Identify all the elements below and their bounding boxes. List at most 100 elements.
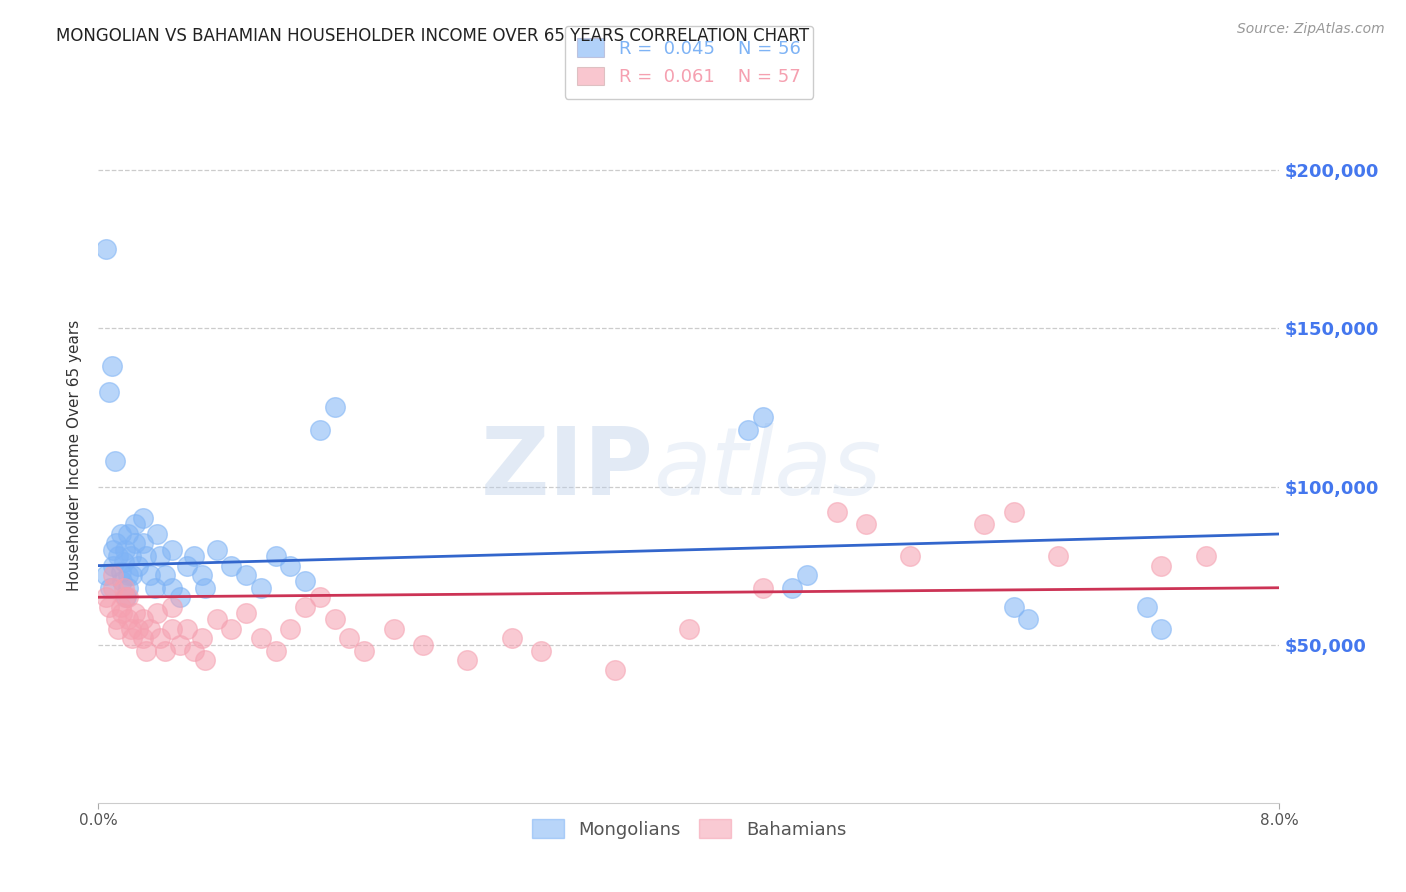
Point bbox=[294, 574, 316, 589]
Point bbox=[855, 517, 877, 532]
Point bbox=[149, 549, 172, 563]
Point bbox=[97, 384, 120, 399]
Text: MONGOLIAN VS BAHAMIAN HOUSEHOLDER INCOME OVER 65 YEARS CORRELATION CHART: MONGOLIAN VS BAHAMIAN HOUSEHOLDER INCOME… bbox=[56, 27, 810, 45]
Point bbox=[250, 581, 273, 595]
Point bbox=[146, 527, 169, 541]
Point bbox=[98, 581, 121, 595]
Point bbox=[309, 591, 332, 605]
Point bbox=[94, 591, 117, 605]
Point bbox=[120, 622, 142, 636]
Point bbox=[309, 423, 332, 437]
Point bbox=[132, 632, 155, 646]
Point bbox=[280, 558, 302, 573]
Point bbox=[114, 591, 136, 605]
Point bbox=[191, 568, 214, 582]
Point bbox=[94, 568, 117, 582]
Point bbox=[205, 542, 228, 557]
Point bbox=[127, 622, 149, 636]
Point bbox=[94, 243, 117, 257]
Point bbox=[382, 622, 405, 636]
Point bbox=[153, 568, 176, 582]
Point bbox=[1136, 599, 1159, 614]
Point bbox=[104, 454, 127, 468]
Point bbox=[176, 622, 198, 636]
Point bbox=[782, 581, 804, 595]
Point bbox=[124, 517, 146, 532]
Point bbox=[111, 606, 134, 620]
Point bbox=[117, 568, 139, 582]
Point bbox=[183, 549, 205, 563]
Point bbox=[112, 581, 135, 595]
Point bbox=[1002, 599, 1025, 614]
Point bbox=[339, 632, 361, 646]
Point bbox=[105, 536, 128, 550]
Point bbox=[143, 581, 166, 595]
Point bbox=[132, 612, 155, 626]
Point bbox=[124, 536, 146, 550]
Point bbox=[678, 622, 700, 636]
Point bbox=[149, 632, 172, 646]
Text: ZIP: ZIP bbox=[481, 423, 654, 515]
Point bbox=[110, 527, 132, 541]
Point bbox=[1046, 549, 1070, 563]
Point bbox=[135, 644, 157, 658]
Point bbox=[412, 638, 434, 652]
Point bbox=[124, 606, 146, 620]
Point bbox=[162, 622, 183, 636]
Point bbox=[530, 644, 553, 658]
Point bbox=[183, 644, 205, 658]
Point bbox=[221, 622, 243, 636]
Point bbox=[146, 606, 169, 620]
Point bbox=[112, 556, 135, 570]
Point bbox=[135, 549, 157, 563]
Point bbox=[121, 632, 143, 646]
Y-axis label: Householder Income Over 65 years: Householder Income Over 65 years bbox=[67, 319, 83, 591]
Point bbox=[752, 581, 775, 595]
Point bbox=[194, 653, 217, 667]
Point bbox=[114, 542, 136, 557]
Point bbox=[1018, 612, 1040, 626]
Point bbox=[139, 568, 162, 582]
Point bbox=[120, 549, 142, 563]
Point bbox=[162, 599, 183, 614]
Point bbox=[153, 644, 176, 658]
Point bbox=[737, 423, 759, 437]
Point bbox=[205, 612, 228, 626]
Point bbox=[825, 505, 848, 519]
Point bbox=[221, 558, 243, 573]
Point bbox=[107, 549, 129, 563]
Point bbox=[169, 591, 191, 605]
Point bbox=[1195, 549, 1218, 563]
Point bbox=[501, 632, 523, 646]
Point bbox=[264, 644, 287, 658]
Point bbox=[900, 549, 922, 563]
Point bbox=[796, 568, 818, 582]
Point bbox=[162, 542, 183, 557]
Point bbox=[191, 632, 214, 646]
Point bbox=[1002, 505, 1025, 519]
Point bbox=[100, 359, 122, 374]
Point bbox=[353, 644, 375, 658]
Point bbox=[115, 591, 138, 605]
Point bbox=[250, 632, 273, 646]
Text: Source: ZipAtlas.com: Source: ZipAtlas.com bbox=[1237, 22, 1385, 37]
Point bbox=[121, 568, 143, 582]
Point bbox=[132, 536, 155, 550]
Point bbox=[103, 558, 125, 573]
Point bbox=[111, 574, 134, 589]
Point bbox=[1150, 558, 1173, 573]
Point bbox=[264, 549, 287, 563]
Point bbox=[117, 591, 139, 605]
Point bbox=[117, 581, 139, 595]
Point bbox=[103, 568, 125, 582]
Point bbox=[235, 568, 257, 582]
Point bbox=[323, 401, 346, 415]
Point bbox=[169, 638, 191, 652]
Point bbox=[294, 599, 316, 614]
Point bbox=[139, 622, 162, 636]
Point bbox=[457, 653, 479, 667]
Point bbox=[194, 581, 217, 595]
Point bbox=[235, 606, 257, 620]
Point bbox=[110, 599, 132, 614]
Point bbox=[1150, 622, 1173, 636]
